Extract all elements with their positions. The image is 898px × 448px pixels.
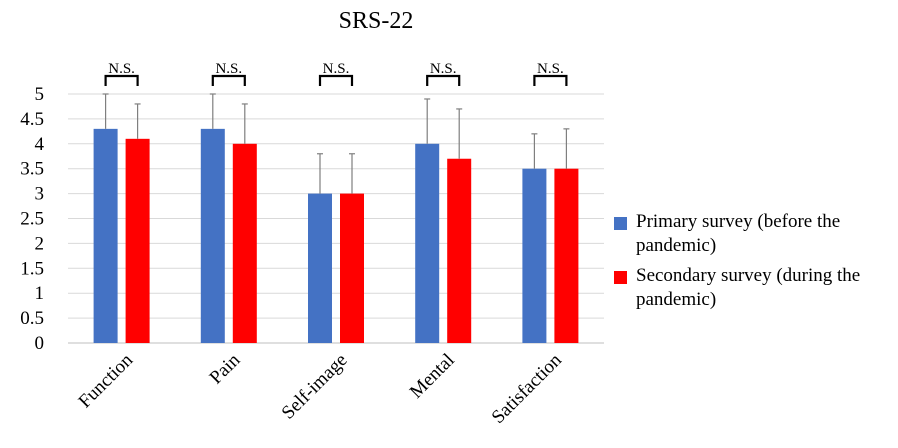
y-tick-label: 3 [35, 184, 45, 205]
significance-bracket [211, 74, 246, 86]
y-tick-label: 0.5 [20, 308, 44, 329]
bar-primary [522, 168, 547, 343]
x-tick-label: Self-image [278, 350, 352, 424]
legend-swatch-secondary [614, 271, 627, 284]
x-tick-label: Mental [406, 350, 459, 403]
y-tick-label: 4.5 [20, 109, 44, 130]
x-tick-label: Function [75, 349, 138, 412]
grid [68, 93, 604, 344]
legend-item-primary: Primary survey (before the pandemic) [614, 210, 894, 258]
legend-swatch-primary [614, 217, 627, 230]
bar-secondary [340, 193, 364, 343]
legend: Primary survey (before the pandemic) Sec… [614, 210, 894, 318]
y-tick-label: 2 [35, 233, 45, 254]
significance-bracket [318, 74, 354, 86]
chart-title: SRS-22 [339, 8, 414, 34]
legend-label-secondary: Secondary survey (during the pandemic) [636, 265, 861, 310]
bar-primary [93, 128, 118, 343]
legend-label-primary: Primary survey (before the pandemic) [636, 211, 841, 256]
bar-secondary [447, 158, 472, 343]
bars [93, 128, 579, 343]
y-tick-label: 4 [35, 134, 45, 155]
y-tick-label: 1.5 [20, 258, 44, 279]
y-tick-label: 2.5 [20, 209, 44, 230]
y-tick-label: 1 [35, 283, 45, 304]
bar-secondary [554, 168, 579, 343]
significance-markers: N.S. N.S. N.S. N.S. N.S. [104, 61, 568, 86]
significance-label: N.S. [215, 61, 242, 77]
bar-secondary [232, 143, 257, 343]
y-axis: 0 0.5 1 1.5 2 2.5 3 3.5 4 4.5 5 [20, 84, 44, 354]
significance-bracket [426, 74, 461, 86]
bar-primary [200, 128, 225, 343]
y-tick-label: 0 [35, 333, 45, 354]
significance-bracket [533, 74, 568, 86]
y-tick-label: 3.5 [20, 159, 44, 180]
significance-label: N.S. [430, 61, 457, 77]
bar-primary [415, 143, 440, 343]
bar-secondary [125, 138, 150, 343]
significance-label: N.S. [323, 61, 350, 77]
x-axis: Function Pain Self-image Mental Satisfaction [75, 349, 567, 428]
significance-bracket [104, 74, 139, 86]
significance-label: N.S. [108, 61, 135, 77]
significance-label: N.S. [537, 61, 564, 77]
bar-primary [308, 193, 332, 343]
legend-item-secondary: Secondary survey (during the pandemic) [614, 264, 894, 312]
y-tick-label: 5 [35, 84, 45, 105]
x-tick-label: Pain [206, 349, 245, 388]
x-tick-label: Satisfaction [488, 349, 567, 428]
error-bars [102, 93, 570, 194]
